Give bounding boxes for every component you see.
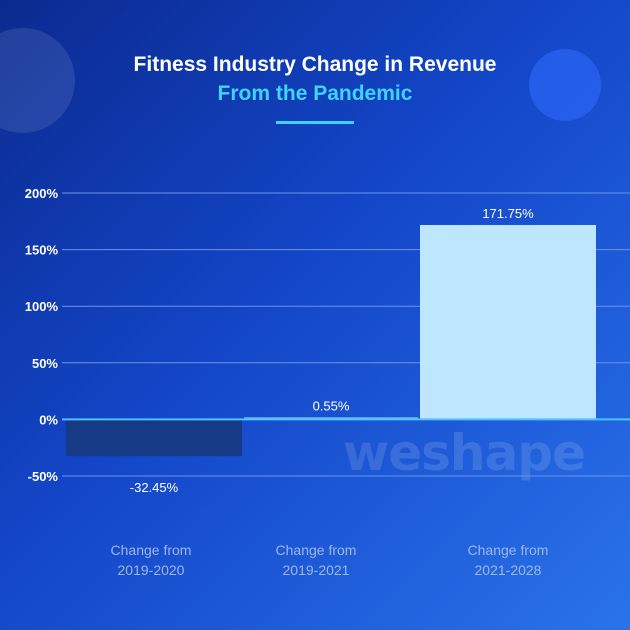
category-label: Change from 2021-2028 <box>468 542 549 578</box>
bar <box>66 419 242 457</box>
y-tick-label: -50% <box>28 469 59 484</box>
weshape-watermark-logo: weshape <box>343 424 586 482</box>
y-tick-label: 0% <box>39 412 58 427</box>
data-label: 171.75% <box>482 206 534 221</box>
y-tick-label: 200% <box>25 186 59 201</box>
category-labels: Change from 2019-2020 Change from 2019-2021… <box>111 542 549 578</box>
category-label: Change from 2019-2021 <box>276 542 357 578</box>
y-axis-ticks: -50% 0% 50% 100% 150% 200% <box>25 186 59 484</box>
category-label: Change from 2019-2020 <box>111 542 192 578</box>
chart-subtitle: From the Pandemic <box>217 82 413 105</box>
data-label: -32.45% <box>130 480 179 495</box>
data-label: 0.55% <box>313 398 350 413</box>
y-tick-label: 100% <box>25 299 59 314</box>
y-tick-label: 150% <box>25 243 59 258</box>
bars <box>66 224 596 457</box>
data-labels: -32.45% 0.55% 171.75% <box>130 206 534 495</box>
title-underline <box>276 121 354 124</box>
y-tick-label: 50% <box>32 356 58 371</box>
decorative-circle-right <box>529 49 601 121</box>
chart-title: Fitness Industry Change in Revenue <box>133 53 497 76</box>
bar <box>420 224 596 420</box>
